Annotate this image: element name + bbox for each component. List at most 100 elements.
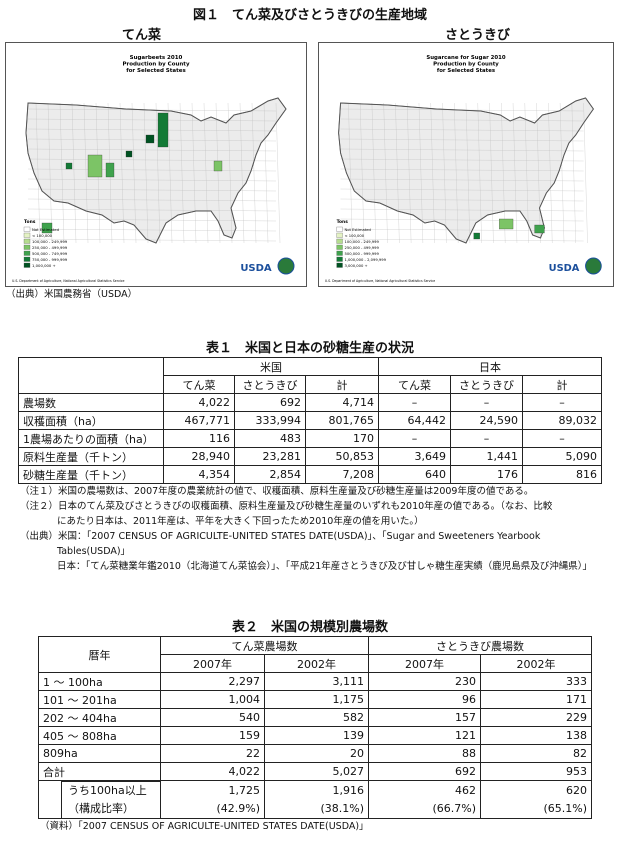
county-line (27, 208, 277, 212)
column-header: 計 (304, 375, 380, 394)
county-line (512, 102, 518, 244)
legend-swatch (336, 250, 343, 256)
county-line (340, 238, 584, 242)
row-label: 農場数 (18, 393, 164, 412)
production-area (534, 224, 545, 234)
header-row: 米国 日本 (18, 357, 603, 394)
note-line: （注１）米国の農場数は、2007年度の農業統計の値で、収穫面積、原料生産量及び砂… (20, 486, 534, 497)
cell: 333 (480, 672, 592, 691)
cell: 121 (368, 726, 481, 745)
cell: 20 (264, 744, 369, 763)
logo-seal (277, 257, 295, 275)
production-area (213, 160, 223, 172)
county-line (131, 102, 137, 244)
cell: 467,771 (163, 411, 235, 430)
legend-item: 500,000 - 999,999 (344, 252, 379, 256)
cell: 138 (480, 726, 592, 745)
column-header: てん菜 (378, 375, 452, 394)
cell: 1,441 (450, 447, 524, 466)
county-line (583, 102, 588, 244)
cell: 540 (160, 708, 265, 727)
cell: 24,590 (450, 411, 524, 430)
row-label: 合計 (38, 762, 161, 781)
legend-item: 100,000 - 249,999 (344, 240, 379, 244)
row-label: 収穫面積（ha） (18, 411, 164, 430)
corner (18, 357, 164, 394)
cell: 1,175 (264, 690, 369, 709)
cell: 3,649 (378, 447, 452, 466)
row-label: 砂糖生産量（千トン） (18, 465, 164, 484)
cell: 88 (368, 744, 481, 763)
group-header: さとうきび農場数 (368, 636, 592, 655)
county-line (59, 102, 65, 244)
column-header: さとうきび (234, 375, 306, 394)
county-line (83, 102, 89, 244)
cell: 171 (480, 690, 592, 709)
column-header: てん菜 (163, 375, 235, 394)
cell: 801,765 (304, 411, 380, 430)
map-label: てん菜 (122, 28, 162, 43)
row-label: 原料生産量（千トン） (18, 447, 164, 466)
row-label: 1農場あたりの面積（ha） (18, 429, 164, 448)
subtotal-value: 1,725 (228, 783, 261, 797)
data-row: 1 ～ 100ha 2,297 3,111 230 333 (38, 672, 592, 691)
subtotal-value: 462 (455, 783, 476, 797)
county-line (340, 208, 584, 212)
county-line (215, 102, 221, 244)
subtotal-row: うち100ha以上 （構成比率） 1,725 (42.9%) 1,916 (38.1%) 4… (38, 780, 592, 819)
cell: 1,004 (160, 690, 265, 709)
county-line (155, 102, 161, 244)
cell: 7,208 (304, 465, 380, 484)
cell: 64,442 (378, 411, 452, 430)
cell: – (522, 429, 603, 448)
cell: 4,714 (304, 393, 380, 412)
county-line (27, 128, 277, 132)
note-line: （出典）米国：「2007 CENSUS OF AGRICULTE-UNITED … (20, 531, 541, 542)
legend-swatch (23, 250, 31, 256)
map-title: for Selected States (437, 68, 495, 74)
cell: 4,354 (163, 465, 235, 484)
data-row: 砂糖生産量（千トン） 4,354 2,854 7,208 640 176 816 (18, 465, 603, 484)
figure-source: （出典）米国農務省（USDA） (6, 289, 138, 300)
cell: 4,022 (163, 393, 235, 412)
legend-swatch (23, 238, 31, 244)
subtotal-box: うち100ha以上 （構成比率） (61, 781, 160, 818)
county-line (371, 102, 376, 244)
legend-title: Tons (337, 219, 349, 225)
logo-seal (585, 257, 602, 275)
legend-item: 1,000,000 + (32, 263, 56, 268)
cell: 2,854 (234, 465, 306, 484)
legend-item: 3,000,000 + (344, 264, 367, 268)
county-line (559, 102, 565, 244)
county-line (27, 178, 277, 182)
subtotal-value: 620 (566, 783, 587, 797)
table2-source: （資料）「2007 CENSUS OF AGRICULTE-UNITED STA… (40, 821, 369, 832)
group-header: てん菜農場数 (160, 636, 369, 655)
legend-item: Not Estimated (32, 227, 60, 232)
county-line (239, 102, 245, 244)
subtotal-value: 1,916 (332, 783, 365, 797)
cell: 23,281 (234, 447, 306, 466)
cell: – (450, 429, 524, 448)
cell: 582 (264, 708, 369, 727)
data-row: 農場数 4,022 692 4,714– – – (18, 393, 603, 412)
cell: 462 (66.7%) (368, 780, 481, 819)
legend-item: 100,000 - 249,999 (32, 239, 68, 244)
cell: – (450, 393, 524, 412)
note-line: にあたり日本は、2011年産は、平年を大きく下回ったため2010年産の値を用いた… (57, 516, 424, 527)
cell: 116 (163, 429, 235, 448)
county-line (340, 188, 584, 192)
row-label: 1 ～ 100ha (38, 672, 161, 691)
county-line (571, 102, 576, 244)
cell: 620 (65.1%) (480, 780, 592, 819)
data-row: 1農場あたりの面積（ha） 116 483 170– – – (18, 429, 603, 448)
legend-swatch (23, 232, 31, 238)
cell: 483 (234, 429, 306, 448)
legend-swatch (23, 244, 31, 250)
legend-item: Not Estimated (344, 228, 371, 232)
county-line (340, 158, 584, 162)
county-line (383, 102, 388, 244)
subtotal-share: (38.1%) (320, 801, 364, 815)
header-row: 暦年 てん菜農場数 さとうきび農場数 (38, 636, 592, 673)
